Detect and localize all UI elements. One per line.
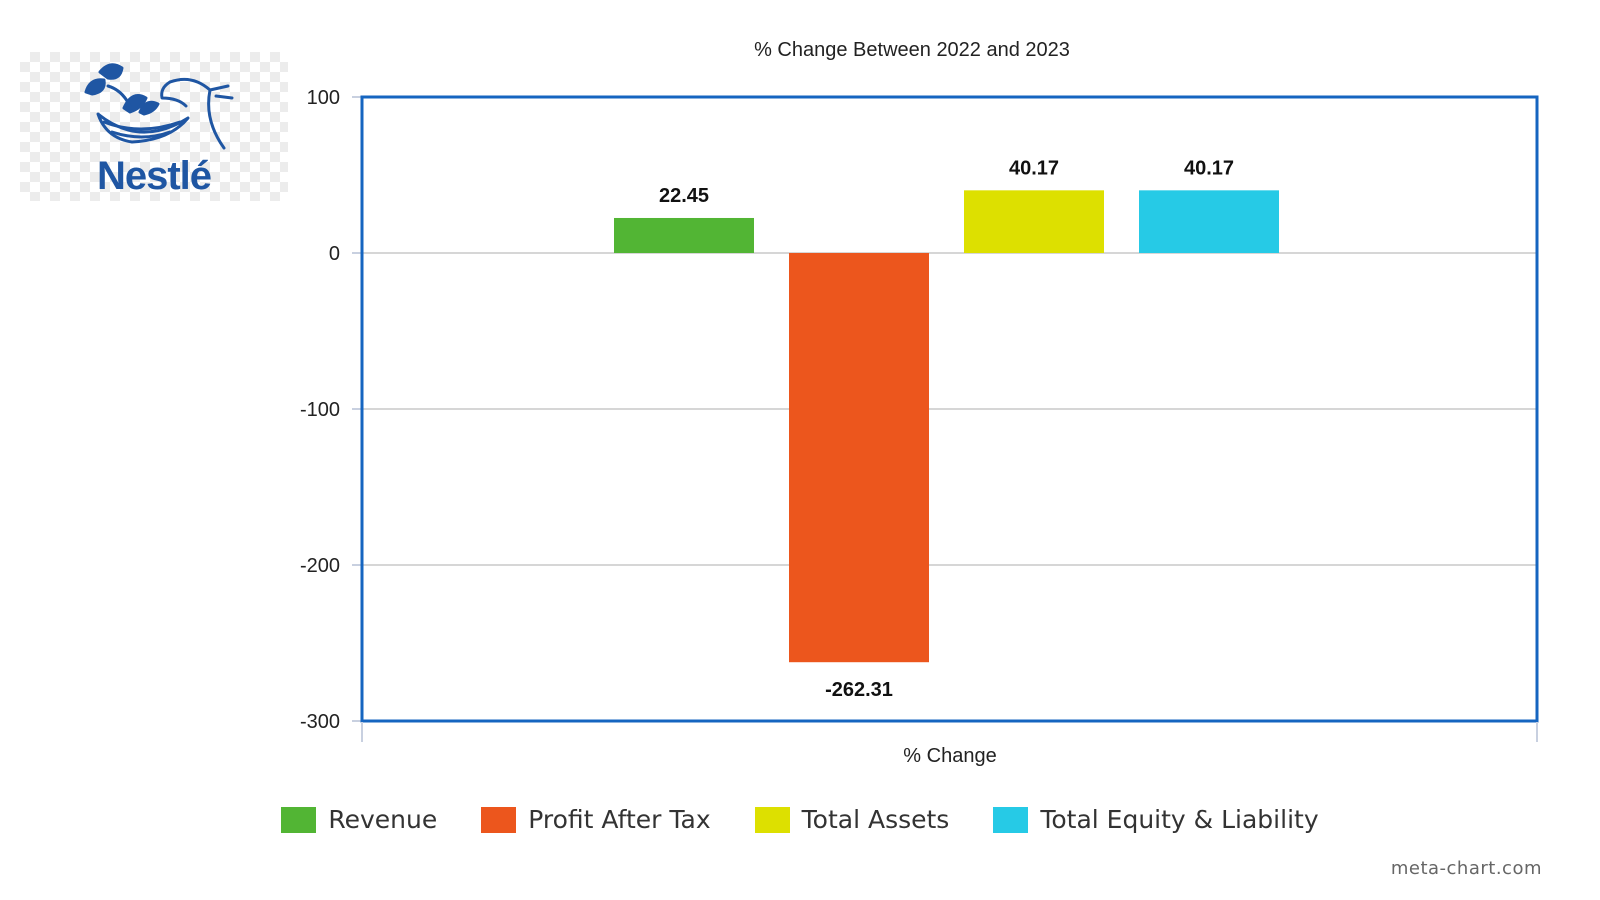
chart-title: % Change Between 2022 and 2023 [754, 39, 1070, 61]
data-labels: 22.45 -262.31 40.17 40.17 [659, 157, 1234, 701]
legend-item-total-equity-liability: Total Equity & Liability [993, 805, 1319, 834]
legend-swatch-profit-after-tax [481, 806, 517, 833]
logo-wordmark: Nestlé [96, 154, 212, 198]
legend-label-profit-after-tax: Profit After Tax [528, 805, 711, 834]
legend-label-revenue: Revenue [328, 805, 438, 834]
bar-profit-after-tax [789, 253, 929, 663]
legend-item-profit-after-tax: Profit After Tax [481, 805, 711, 834]
legend-item-total-assets: Total Assets [754, 805, 950, 834]
data-label-revenue: 22.45 [659, 185, 709, 207]
legend: Revenue Profit After Tax Total Assets To… [0, 805, 1600, 834]
x-axis-label: % Change [903, 745, 996, 767]
bar-total-equity-liability [1139, 190, 1279, 253]
legend-swatch-revenue [281, 806, 317, 833]
bar-total-assets [964, 190, 1104, 253]
nest-birds-icon [84, 63, 234, 150]
legend-label-total-equity-liability: Total Equity & Liability [1040, 805, 1319, 834]
y-axis-ticks: 100 0 -100 -200 -300 [300, 87, 362, 733]
legend-item-revenue: Revenue [281, 805, 437, 834]
bars [614, 190, 1279, 663]
y-tick-label: -200 [300, 555, 340, 577]
y-tick-label: 0 [329, 243, 340, 265]
legend-swatch-total-assets [754, 806, 790, 833]
data-label-total-equity-liability: 40.17 [1184, 157, 1234, 179]
y-tick-label: 100 [307, 87, 340, 109]
y-tick-label: -100 [300, 399, 340, 421]
legend-swatch-total-equity-liability [993, 806, 1029, 833]
data-label-total-assets: 40.17 [1009, 157, 1059, 179]
plot-frame [360, 95, 1539, 723]
credit-text: meta-chart.com [1390, 858, 1542, 879]
grid-lines [362, 96, 1537, 722]
legend-label-total-assets: Total Assets [801, 805, 950, 834]
y-tick-label: -300 [300, 711, 340, 733]
data-label-profit-after-tax: -262.31 [825, 679, 893, 701]
bar-revenue [614, 217, 754, 253]
logo: Nestlé [20, 52, 288, 201]
